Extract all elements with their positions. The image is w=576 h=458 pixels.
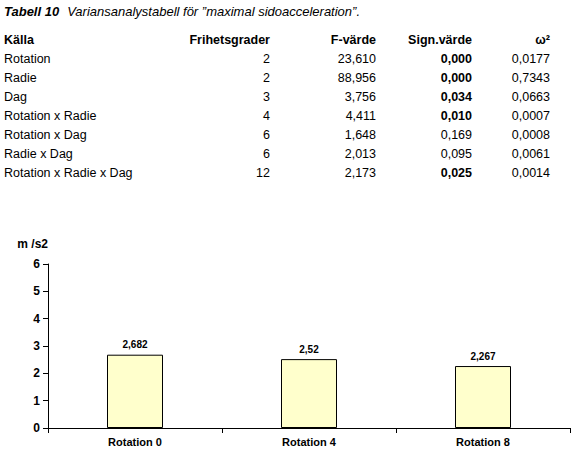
svg-text:Rotation 0: Rotation 0 — [108, 436, 162, 448]
html-text:12: 12 — [256, 165, 270, 180]
html-text:0,0177: 0,0177 — [511, 51, 550, 66]
html-text:0,0014: 0,0014 — [511, 165, 550, 180]
html-text:1,648: 1,648 — [344, 127, 376, 142]
html-text:F-värde: F-värde — [330, 32, 376, 47]
html-text:Rotation x Dag: Rotation x Dag — [4, 127, 87, 142]
html-text:0,000: 0,000 — [440, 70, 472, 85]
svg-text:3: 3 — [33, 339, 40, 353]
html-text:6: 6 — [263, 146, 270, 161]
svg-text:4: 4 — [33, 312, 40, 326]
html-text:Sign.värde: Sign.värde — [408, 32, 472, 47]
html-text:Variansanalystabell för ”maxim: Variansanalystabell för ”maximal sidoacc… — [67, 4, 360, 19]
html-text:0,010: 0,010 — [440, 108, 472, 123]
html-text:4,411: 4,411 — [345, 108, 376, 123]
html-text:Rotation: Rotation — [4, 51, 51, 66]
svg-text:6: 6 — [33, 257, 40, 271]
svg-text:Rotation 4: Rotation 4 — [282, 436, 337, 448]
html-text:0,034: 0,034 — [440, 89, 472, 104]
svg-text:2,52: 2,52 — [299, 344, 319, 355]
svg-text:m /s2: m /s2 — [17, 237, 48, 251]
html-text:0,0061: 0,0061 — [511, 146, 550, 161]
html-text:Källa: Källa — [4, 32, 34, 47]
html-text:4: 4 — [263, 108, 270, 123]
html-text:ω²: ω² — [535, 32, 550, 47]
html-text:0,095: 0,095 — [440, 146, 472, 161]
html-text:0,0008: 0,0008 — [511, 127, 550, 142]
html-text:2: 2 — [263, 51, 270, 66]
svg-text:2,682: 2,682 — [122, 339, 147, 350]
html-text:Dag: Dag — [4, 89, 27, 104]
svg-text:0: 0 — [33, 421, 40, 435]
svg-text:Rotation 8: Rotation 8 — [456, 436, 510, 448]
html-text:0,7343: 0,7343 — [511, 70, 550, 85]
html-text:Frihetsgrader: Frihetsgrader — [189, 32, 270, 47]
html-text:23,610: 23,610 — [337, 51, 376, 66]
html-text:Radie: Radie — [4, 70, 37, 85]
html-text:88,956: 88,956 — [337, 70, 376, 85]
html-text:2: 2 — [263, 70, 270, 85]
html-text:6: 6 — [263, 127, 270, 142]
html-text:0,0663: 0,0663 — [511, 89, 550, 104]
html-text:Radie x Dag: Radie x Dag — [4, 146, 73, 161]
html-text:0,000: 0,000 — [440, 51, 472, 66]
html-text:Rotation x Radie: Rotation x Radie — [4, 108, 97, 123]
html-text:0,0007: 0,0007 — [511, 108, 550, 123]
svg-text:1: 1 — [33, 394, 40, 408]
svg-text:2,267: 2,267 — [470, 351, 495, 362]
html-text:3,756: 3,756 — [344, 89, 376, 104]
html-text:2,173: 2,173 — [344, 165, 376, 180]
html-text:3: 3 — [263, 89, 270, 104]
html-text:0,025: 0,025 — [440, 165, 472, 180]
html-text:Tabell 10: Tabell 10 — [4, 4, 60, 19]
html-text:2,013: 2,013 — [344, 146, 376, 161]
svg-text:2: 2 — [33, 366, 40, 380]
svg-text:5: 5 — [33, 284, 40, 298]
html-text:0,169: 0,169 — [440, 127, 472, 142]
html-text:Rotation x Radie x Dag: Rotation x Radie x Dag — [4, 165, 133, 180]
